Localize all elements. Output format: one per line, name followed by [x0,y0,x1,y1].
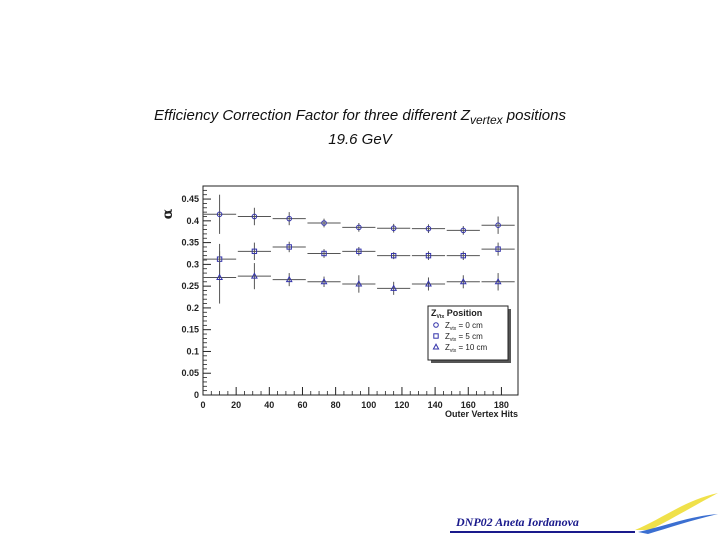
y-tick-label: 0 [194,390,199,400]
y-axis-label: α [160,208,176,219]
chart-title-main: Efficiency Correction Factor for three d… [153,107,470,124]
data-point-circle [321,220,327,226]
swoosh-logo [635,493,718,534]
chart-title-sub: vertex [469,113,503,127]
x-tick-label: 180 [494,400,509,410]
chart-title: Efficiency Correction Factor for three d… [0,107,720,127]
data-point-square [460,252,466,259]
legend-entry-label: Zvtx = 5 cm [445,332,483,343]
y-tick-label: 0.4 [186,216,199,226]
legend-title: ZVtx Position [431,308,482,320]
x-tick-label: 20 [231,400,241,410]
data-point-circle [495,222,501,228]
footer-text: DNP02 Aneta Iordanova [456,515,579,529]
data-point-square [495,246,501,252]
x-tick-label: 60 [297,400,307,410]
footer-underline [450,531,635,533]
data-point-triangle [494,277,502,285]
data-point-triangle [459,277,467,285]
data-point-triangle [320,277,328,285]
y-tick-label: 0.05 [181,368,199,378]
data-point-square [321,250,327,257]
y-tick-label: 0.1 [186,346,199,356]
data-point-triangle [390,284,398,291]
y-tick-label: 0.2 [186,303,199,313]
data-point-triangle [250,272,258,279]
data-point-circle [356,224,362,231]
data-point-circle [216,211,223,218]
data-point-triangle [425,280,432,287]
y-tick-label: 0.15 [181,325,199,335]
data-point-square [425,252,432,259]
efficiency-plot: 0 0.05 0.1 0.15 0.2 0.25 0.3 0.35 0.4 0.45 0 20 40 60… [160,185,519,419]
x-tick-label: 140 [428,400,443,410]
data-point-circle [251,213,258,220]
legend-marker-circle [433,322,439,328]
y-tick-label: 0.35 [181,238,199,248]
x-tick-label: 120 [394,400,409,410]
legend-entry-label: Zvtx = 0 cm [445,321,483,332]
data-point-circle [425,225,432,232]
data-point-triangle [285,275,293,283]
legend-entry-label: Zvtx = 10 cm [445,343,488,354]
x-tick-label: 40 [264,400,274,410]
data-point-square [286,244,292,250]
y-tick-label: 0.25 [181,281,199,291]
x-tick-label: 80 [331,400,341,410]
x-tick-label: 160 [461,400,476,410]
x-axis-label: Outer Vertex Hits [445,409,518,419]
data-point-square [356,248,362,255]
chart-subtitle: 19.6 GeV [328,131,392,148]
legend-marker-triangle [432,343,440,350]
x-tick-label: 0 [200,400,205,410]
data-point-triangle [216,273,224,280]
legend-marker-square [433,333,439,339]
swoosh-yellow [635,493,718,530]
data-point-circle [460,227,467,234]
data-point-circle [390,225,397,232]
chart-title-end: positions [502,107,566,124]
data-point-circle [286,215,293,222]
data-point-triangle [355,280,363,287]
y-tick-label: 0.45 [181,194,199,204]
data-point-square [251,248,258,255]
legend-box [427,305,509,361]
x-tick-label: 100 [361,400,376,410]
data-point-square [390,252,397,259]
plot-frame [202,185,519,396]
y-tick-label: 0.3 [186,259,199,269]
swoosh-blue [638,514,718,534]
